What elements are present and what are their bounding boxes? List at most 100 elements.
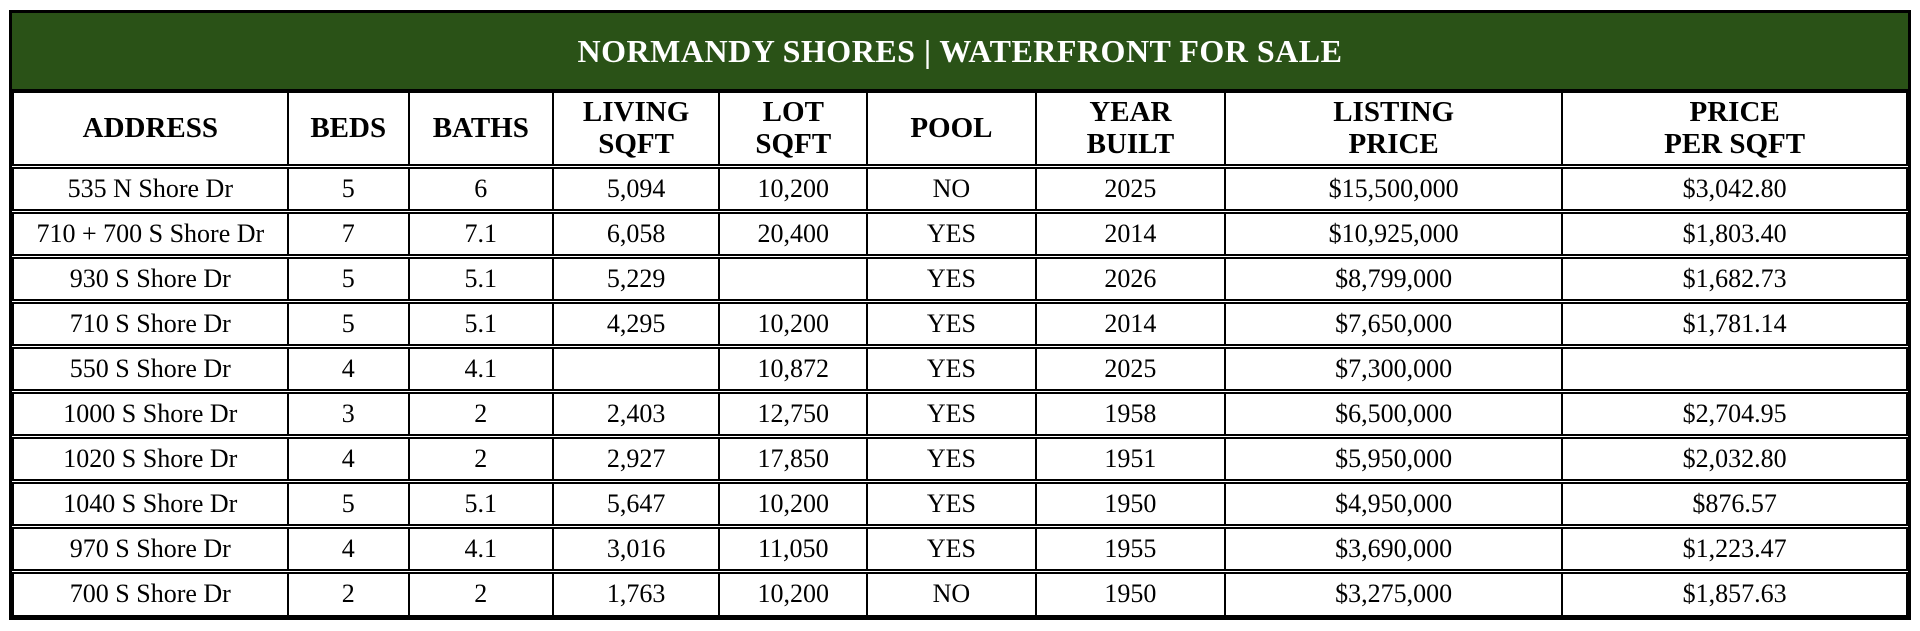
cell-pool: NO bbox=[866, 568, 1037, 617]
cell-living_sqft bbox=[551, 343, 721, 394]
cell-address: 1000 S Shore Dr bbox=[12, 388, 289, 439]
cell-beds: 5 bbox=[286, 253, 410, 304]
cell-baths: 4.1 bbox=[407, 343, 554, 394]
cell-baths: 2 bbox=[407, 388, 554, 439]
cell-year_built: 1950 bbox=[1034, 568, 1227, 617]
cell-address: 710 + 700 S Shore Dr bbox=[12, 208, 289, 259]
table-row: 550 S Shore Dr 4 4.1 10,872 YES 2025 $7,300,00… bbox=[12, 343, 1908, 394]
cell-price_per_sqft bbox=[1561, 343, 1908, 394]
column-header-living_sqft: LIVING SQFT bbox=[551, 91, 721, 169]
column-header-listing_price: LISTING PRICE bbox=[1224, 91, 1564, 169]
cell-address: 550 S Shore Dr bbox=[12, 343, 289, 394]
cell-living_sqft: 5,229 bbox=[551, 253, 721, 304]
cell-beds: 7 bbox=[286, 208, 410, 259]
cell-year_built: 2014 bbox=[1034, 298, 1227, 349]
cell-baths: 4.1 bbox=[407, 523, 554, 574]
column-header-beds: BEDS bbox=[286, 91, 410, 169]
cell-pool: NO bbox=[866, 163, 1037, 214]
table-row: 1040 S Shore Dr 5 5.1 5,647 10,200 YES 1950 $4,… bbox=[12, 478, 1908, 529]
cell-price_per_sqft: $1,223.47 bbox=[1561, 523, 1908, 574]
cell-beds: 4 bbox=[286, 523, 410, 574]
cell-lot_sqft: 10,200 bbox=[718, 478, 869, 529]
table-title: NORMANDY SHORES | WATERFRONT FOR SALE bbox=[577, 32, 1343, 69]
cell-price_per_sqft: $876.57 bbox=[1561, 478, 1908, 529]
cell-beds: 4 bbox=[286, 433, 410, 484]
table-row: 700 S Shore Dr 2 2 1,763 10,200 NO 1950 $3,275,… bbox=[12, 568, 1908, 617]
cell-lot_sqft: 10,200 bbox=[718, 163, 869, 214]
column-header-address: ADDRESS bbox=[12, 91, 289, 169]
cell-year_built: 2025 bbox=[1034, 163, 1227, 214]
table-row: 930 S Shore Dr 5 5.1 5,229 YES 2026 $8,799,000… bbox=[12, 253, 1908, 304]
cell-address: 1040 S Shore Dr bbox=[12, 478, 289, 529]
cell-baths: 2 bbox=[407, 568, 554, 617]
cell-baths: 5.1 bbox=[407, 478, 554, 529]
cell-pool: YES bbox=[866, 388, 1037, 439]
cell-address: 535 N Shore Dr bbox=[12, 163, 289, 214]
cell-price_per_sqft: $2,704.95 bbox=[1561, 388, 1908, 439]
column-header-price_per_sqft: PRICE PER SQFT bbox=[1561, 91, 1908, 169]
cell-address: 1020 S Shore Dr bbox=[12, 433, 289, 484]
cell-year_built: 1951 bbox=[1034, 433, 1227, 484]
table-row: 710 + 700 S Shore Dr 7 7.1 6,058 20,400 YES 20… bbox=[12, 208, 1908, 259]
cell-pool: YES bbox=[866, 433, 1037, 484]
cell-baths: 2 bbox=[407, 433, 554, 484]
column-header-pool: POOL bbox=[866, 91, 1037, 169]
cell-lot_sqft: 10,200 bbox=[718, 298, 869, 349]
cell-address: 700 S Shore Dr bbox=[12, 568, 289, 617]
cell-baths: 5.1 bbox=[407, 298, 554, 349]
cell-listing_price: $7,300,000 bbox=[1224, 343, 1564, 394]
cell-lot_sqft bbox=[718, 253, 869, 304]
cell-listing_price: $3,275,000 bbox=[1224, 568, 1564, 617]
table-row: 1000 S Shore Dr 3 2 2,403 12,750 YES 1958 $6,50… bbox=[12, 388, 1908, 439]
cell-year_built: 2014 bbox=[1034, 208, 1227, 259]
cell-year_built: 1958 bbox=[1034, 388, 1227, 439]
cell-beds: 3 bbox=[286, 388, 410, 439]
cell-listing_price: $7,650,000 bbox=[1224, 298, 1564, 349]
cell-year_built: 1955 bbox=[1034, 523, 1227, 574]
table-body: 535 N Shore Dr 5 6 5,094 10,200 NO 2025 $15,500… bbox=[12, 163, 1908, 617]
cell-pool: YES bbox=[866, 298, 1037, 349]
cell-living_sqft: 4,295 bbox=[551, 298, 721, 349]
table-row: 535 N Shore Dr 5 6 5,094 10,200 NO 2025 $15,500… bbox=[12, 163, 1908, 214]
cell-year_built: 2026 bbox=[1034, 253, 1227, 304]
cell-beds: 5 bbox=[286, 163, 410, 214]
cell-listing_price: $3,690,000 bbox=[1224, 523, 1564, 574]
cell-pool: YES bbox=[866, 343, 1037, 394]
cell-beds: 5 bbox=[286, 478, 410, 529]
cell-lot_sqft: 20,400 bbox=[718, 208, 869, 259]
header-row: ADDRESS BEDS BATHS LIVING SQFT LOT SQFT POOL YEA… bbox=[12, 91, 1908, 169]
cell-address: 710 S Shore Dr bbox=[12, 298, 289, 349]
cell-living_sqft: 2,927 bbox=[551, 433, 721, 484]
table-row: 710 S Shore Dr 5 5.1 4,295 10,200 YES 2014 $7,6… bbox=[12, 298, 1908, 349]
cell-listing_price: $6,500,000 bbox=[1224, 388, 1564, 439]
cell-lot_sqft: 10,872 bbox=[718, 343, 869, 394]
cell-year_built: 1950 bbox=[1034, 478, 1227, 529]
cell-beds: 5 bbox=[286, 298, 410, 349]
cell-living_sqft: 3,016 bbox=[551, 523, 721, 574]
column-header-year_built: YEAR BUILT bbox=[1034, 91, 1227, 169]
cell-living_sqft: 6,058 bbox=[551, 208, 721, 259]
cell-pool: YES bbox=[866, 253, 1037, 304]
table-row: 1020 S Shore Dr 4 2 2,927 17,850 YES 1951 $5,95… bbox=[12, 433, 1908, 484]
cell-living_sqft: 2,403 bbox=[551, 388, 721, 439]
table-row: 970 S Shore Dr 4 4.1 3,016 11,050 YES 1955 $3,6… bbox=[12, 523, 1908, 574]
cell-listing_price: $15,500,000 bbox=[1224, 163, 1564, 214]
cell-listing_price: $10,925,000 bbox=[1224, 208, 1564, 259]
cell-lot_sqft: 11,050 bbox=[718, 523, 869, 574]
cell-price_per_sqft: $2,032.80 bbox=[1561, 433, 1908, 484]
cell-price_per_sqft: $1,857.63 bbox=[1561, 568, 1908, 617]
column-header-baths: BATHS bbox=[407, 91, 554, 169]
cell-baths: 5.1 bbox=[407, 253, 554, 304]
cell-pool: YES bbox=[866, 208, 1037, 259]
cell-year_built: 2025 bbox=[1034, 343, 1227, 394]
table-title-banner: NORMANDY SHORES | WATERFRONT FOR SALE bbox=[12, 13, 1908, 91]
listing-table-sheet: NORMANDY SHORES | WATERFRONT FOR SALE AD… bbox=[9, 10, 1911, 620]
cell-address: 970 S Shore Dr bbox=[12, 523, 289, 574]
cell-pool: YES bbox=[866, 523, 1037, 574]
listings-table: ADDRESS BEDS BATHS LIVING SQFT LOT SQFT POOL YEA… bbox=[12, 91, 1908, 617]
cell-lot_sqft: 10,200 bbox=[718, 568, 869, 617]
cell-living_sqft: 1,763 bbox=[551, 568, 721, 617]
cell-lot_sqft: 17,850 bbox=[718, 433, 869, 484]
cell-beds: 4 bbox=[286, 343, 410, 394]
cell-address: 930 S Shore Dr bbox=[12, 253, 289, 304]
